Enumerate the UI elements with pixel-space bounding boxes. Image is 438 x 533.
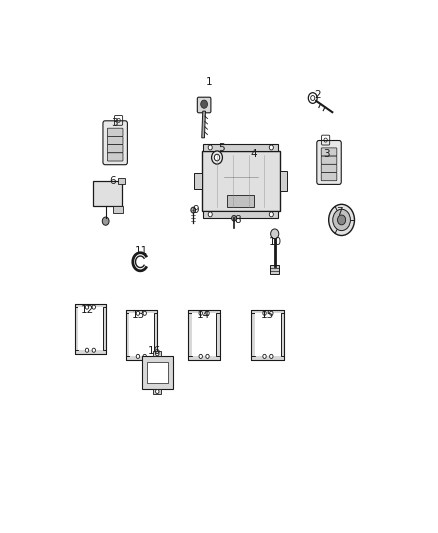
FancyBboxPatch shape [107,136,123,144]
Bar [281,313,284,357]
Bar [75,304,106,310]
Text: 12: 12 [81,305,94,315]
Bar [203,211,278,218]
Text: 11: 11 [134,246,148,256]
Bar [154,313,157,357]
Text: 8: 8 [235,215,241,225]
Circle shape [199,311,202,316]
Circle shape [155,352,159,356]
Circle shape [270,311,273,316]
Circle shape [328,204,354,236]
Bar [129,313,154,357]
Bar [141,356,173,389]
Bar [75,304,106,353]
Bar [194,173,202,189]
Bar [251,313,255,357]
FancyBboxPatch shape [107,144,123,153]
Circle shape [201,100,208,108]
Text: 16: 16 [148,346,162,356]
Bar [188,310,220,317]
Bar [153,389,161,394]
Circle shape [206,311,209,316]
Bar [147,362,168,383]
Bar [93,181,122,206]
Bar [188,310,220,360]
FancyBboxPatch shape [197,97,211,113]
Text: 2: 2 [314,90,321,100]
Bar [188,313,192,357]
FancyBboxPatch shape [317,141,341,184]
Text: 10: 10 [269,238,282,247]
Circle shape [92,348,95,352]
Bar [113,206,124,213]
Circle shape [155,390,159,393]
Circle shape [199,354,202,358]
Bar [126,310,157,317]
Circle shape [271,229,279,239]
Bar [203,144,278,151]
Bar [75,347,106,353]
Circle shape [263,311,266,316]
Bar [153,351,161,356]
Bar [118,179,124,184]
Circle shape [143,354,146,358]
Text: 5: 5 [218,143,224,153]
Bar [216,313,220,357]
Circle shape [136,354,140,358]
Bar [255,313,281,357]
FancyBboxPatch shape [107,153,123,161]
Text: 7: 7 [336,207,343,217]
Circle shape [269,212,273,217]
Bar [126,353,157,360]
Circle shape [191,207,196,213]
Circle shape [143,311,146,316]
Bar [78,307,102,350]
FancyBboxPatch shape [321,148,337,156]
Bar [227,195,254,207]
Bar [126,310,157,360]
Text: 9: 9 [192,205,199,215]
Text: 13: 13 [132,310,145,320]
Bar [270,265,279,274]
Bar [280,171,286,191]
Circle shape [270,354,273,358]
Bar [251,310,284,317]
Text: 3: 3 [111,118,117,128]
FancyBboxPatch shape [321,173,337,181]
Bar [251,353,284,360]
Circle shape [208,212,212,217]
Text: 6: 6 [109,176,116,186]
Text: 3: 3 [323,149,330,159]
FancyBboxPatch shape [107,128,123,136]
FancyBboxPatch shape [321,164,337,173]
Bar [251,310,284,360]
Bar [75,307,78,350]
FancyBboxPatch shape [103,121,127,165]
Circle shape [232,215,237,221]
Bar [192,313,216,357]
Bar [102,307,106,350]
Circle shape [338,215,346,225]
Bar [188,353,220,360]
Circle shape [136,311,140,316]
Circle shape [333,209,350,231]
Circle shape [85,305,88,309]
Bar [202,151,280,211]
Circle shape [214,154,220,161]
Circle shape [102,217,109,225]
Circle shape [263,354,266,358]
Text: 15: 15 [261,310,275,320]
Circle shape [269,145,273,150]
Text: 1: 1 [206,77,212,87]
Circle shape [212,151,223,164]
Text: 4: 4 [250,149,257,159]
FancyBboxPatch shape [321,156,337,164]
Bar [126,313,129,357]
Polygon shape [202,111,205,138]
Circle shape [92,305,95,309]
Text: 14: 14 [197,310,210,320]
Circle shape [206,354,209,358]
Circle shape [208,145,212,150]
Circle shape [85,348,88,352]
